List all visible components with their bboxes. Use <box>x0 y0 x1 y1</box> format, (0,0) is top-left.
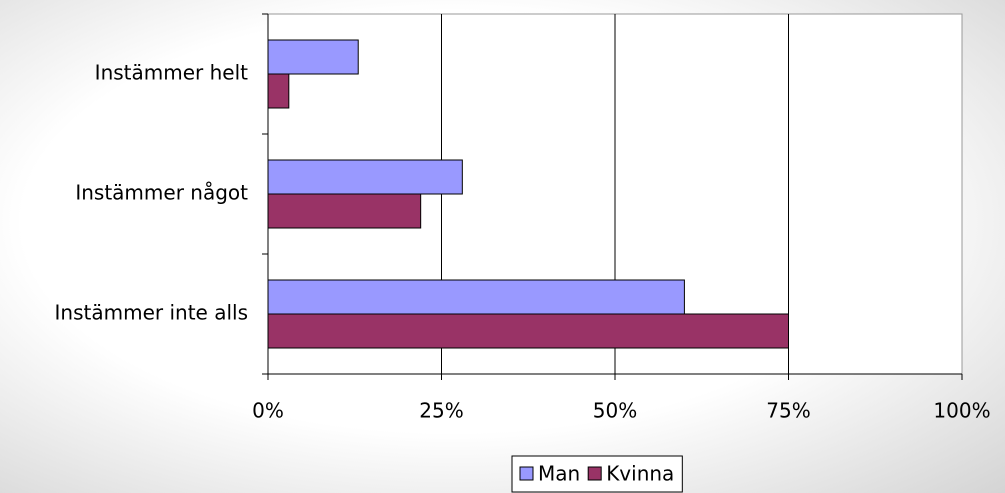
bar <box>267 313 789 349</box>
x-tick-label: 0% <box>252 399 284 423</box>
y-tick-label: Instämmer något <box>75 181 248 205</box>
bar <box>267 193 422 229</box>
x-tick-label: 100% <box>933 399 990 423</box>
x-tick-label: 50% <box>593 399 637 423</box>
legend-swatch <box>519 466 534 481</box>
x-tick-label: 75% <box>766 399 810 423</box>
bar <box>267 159 463 195</box>
y-tick-label: Instämmer inte alls <box>55 301 248 325</box>
bar <box>267 73 290 109</box>
legend-swatch <box>587 466 602 481</box>
legend-label: Kvinna <box>606 462 674 486</box>
bar <box>267 279 685 315</box>
legend-label: Man <box>538 462 580 486</box>
bar <box>267 39 359 75</box>
legend: Man Kvinna <box>511 455 683 493</box>
x-tick-label: 25% <box>419 399 463 423</box>
y-tick-label: Instämmer helt <box>95 61 248 85</box>
